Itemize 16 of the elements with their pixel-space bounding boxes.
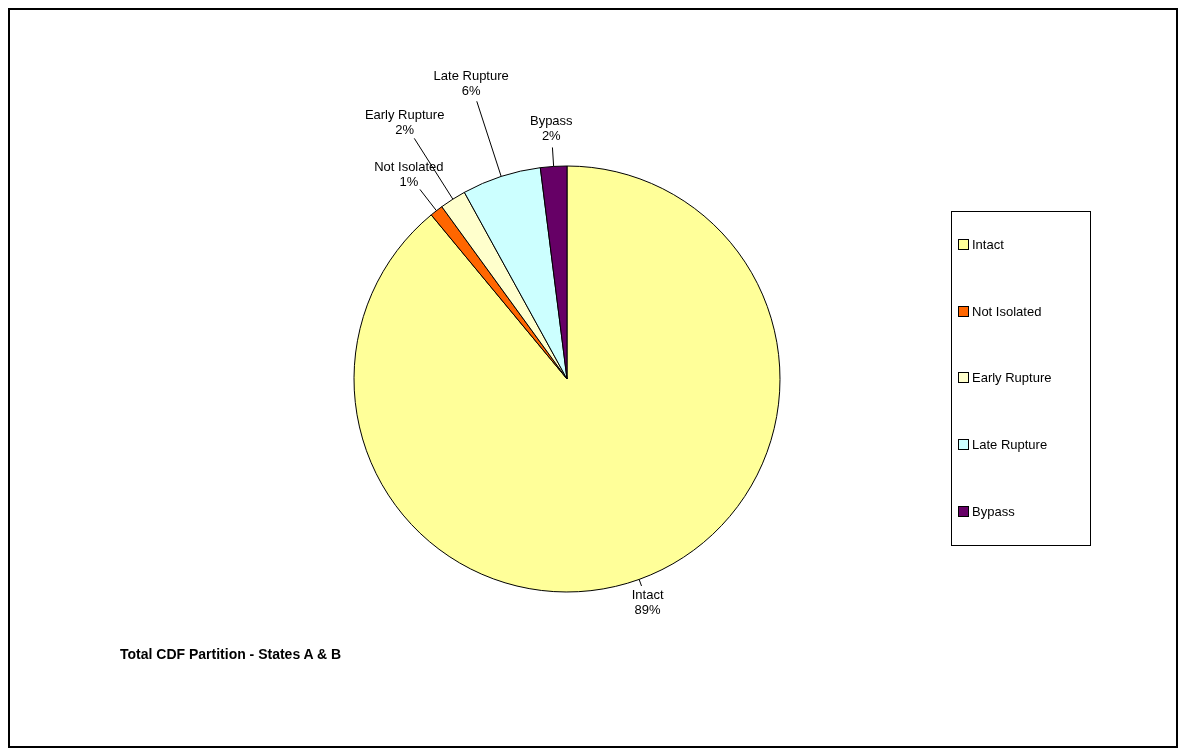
legend-label: Bypass <box>972 503 1015 519</box>
data-label: 1% <box>399 174 419 190</box>
slice-label: Early Rupture <box>364 107 445 123</box>
slice-label: Bypass <box>529 113 574 129</box>
data-label: 2% <box>395 122 415 138</box>
slice-label: Intact <box>631 586 664 602</box>
data-label: 89% <box>634 601 662 617</box>
legend-label: Late Rupture <box>972 437 1048 453</box>
legend-label: Early Rupture <box>972 370 1052 386</box>
data-label: 6% <box>461 83 482 99</box>
legend-label: Not Isolated <box>972 303 1042 319</box>
slice-label: Not Isolated <box>374 159 444 175</box>
data-label: 2% <box>541 128 562 144</box>
legend-label: Intact <box>972 237 1004 253</box>
slice-label: Late Rupture <box>433 68 509 84</box>
text: Total CDF Partition - States A & B <box>120 646 342 662</box>
